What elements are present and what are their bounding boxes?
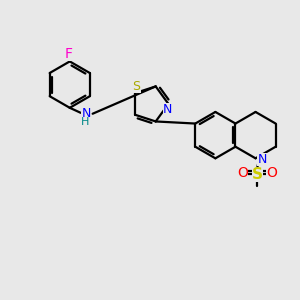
Text: N: N xyxy=(257,153,267,166)
Text: O: O xyxy=(237,166,248,180)
Text: H: H xyxy=(80,117,89,127)
Text: S: S xyxy=(133,80,141,93)
Text: N: N xyxy=(163,103,172,116)
Text: F: F xyxy=(64,47,72,61)
Text: S: S xyxy=(251,167,262,182)
Text: O: O xyxy=(266,166,277,180)
Text: N: N xyxy=(81,107,91,120)
